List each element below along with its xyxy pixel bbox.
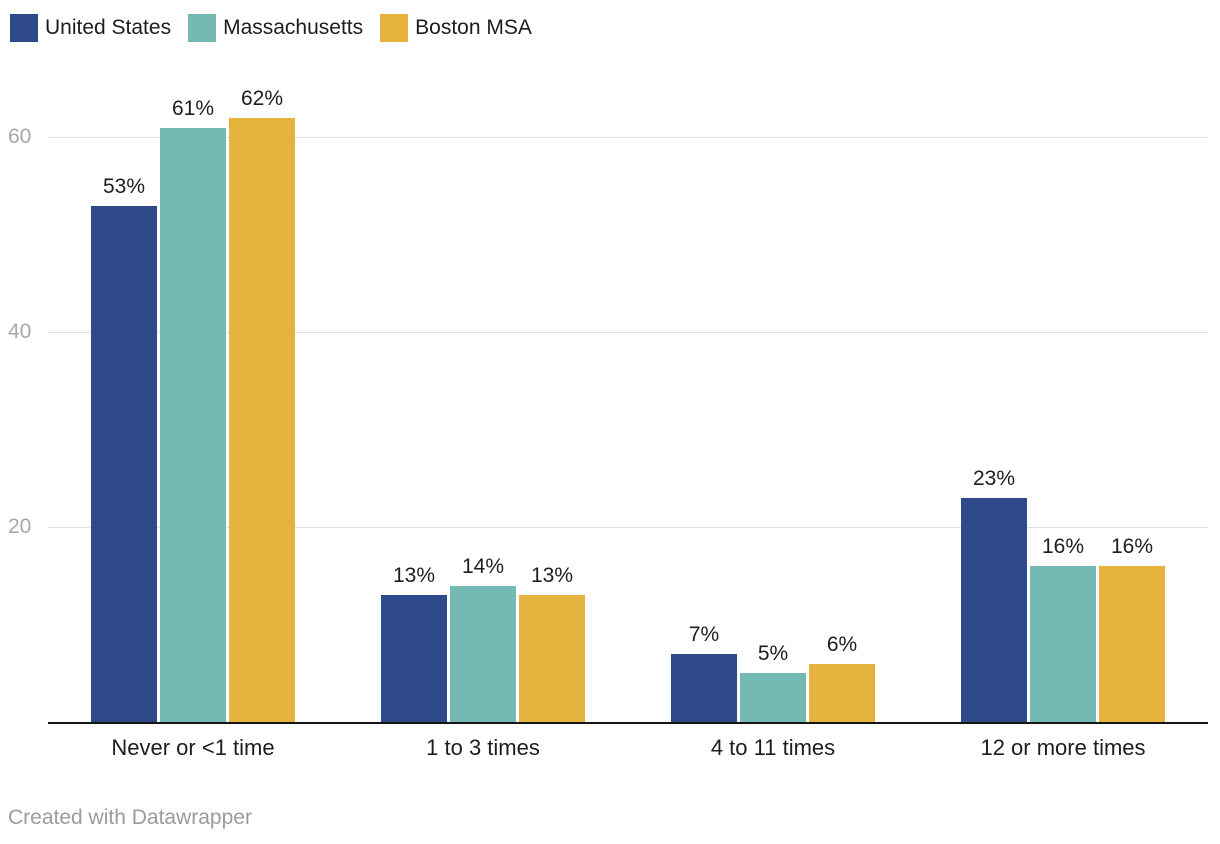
y-tick-label-60: 60 bbox=[8, 125, 32, 149]
bar-united-states: 7% bbox=[671, 623, 737, 722]
bar-value-label: 61% bbox=[171, 96, 215, 120]
bar-boston-msa: 16% bbox=[1099, 535, 1165, 722]
bar-boston-msa: 13% bbox=[519, 564, 585, 722]
bar-value-label: 13% bbox=[530, 564, 574, 588]
x-axis-category-labels: Never or <1 time 1 to 3 times 4 to 11 time… bbox=[48, 735, 1208, 761]
bar-united-states: 53% bbox=[91, 175, 157, 722]
plot-area: 20 40 60 53% 61% 62% 13% 14% 13% 7% 5% 6% 23% 16% 16% bbox=[0, 75, 1220, 722]
bar-groups: 53% 61% 62% 13% 14% 13% 7% 5% 6% 23% 16% 16% bbox=[48, 75, 1208, 722]
bar-united-states: 13% bbox=[381, 564, 447, 722]
bar-value-label: 16% bbox=[1041, 535, 1085, 559]
legend-label: Massachusetts bbox=[223, 16, 364, 39]
gridline-40 bbox=[48, 332, 1208, 334]
bar-boston-msa: 62% bbox=[229, 87, 295, 722]
bar-massachusetts: 5% bbox=[740, 642, 806, 722]
bar-value-label: 14% bbox=[461, 554, 505, 578]
bar-value-label: 62% bbox=[240, 86, 284, 110]
legend-item-united-states: United States bbox=[10, 14, 171, 42]
chart-legend: United States Massachusetts Boston MSA bbox=[10, 14, 532, 42]
bar-massachusetts: 14% bbox=[450, 555, 516, 722]
y-tick-label-40: 40 bbox=[8, 320, 32, 344]
y-tick-label-20: 20 bbox=[8, 515, 32, 539]
bar-group: 7% 5% 6% bbox=[628, 75, 918, 722]
legend-label: United States bbox=[45, 16, 172, 39]
bar-united-states: 23% bbox=[961, 467, 1027, 722]
legend-item-boston-msa: Boston MSA bbox=[380, 14, 532, 42]
bar-value-label: 5% bbox=[757, 642, 789, 666]
bar-value-label: 6% bbox=[826, 632, 858, 656]
category-label: 4 to 11 times bbox=[710, 735, 836, 760]
bar-value-label: 13% bbox=[392, 564, 436, 588]
bar-boston-msa: 6% bbox=[809, 633, 875, 722]
legend-label: Boston MSA bbox=[415, 16, 532, 39]
x-axis-line bbox=[48, 722, 1208, 724]
legend-swatch bbox=[380, 14, 409, 42]
bar-massachusetts: 16% bbox=[1030, 535, 1096, 722]
bar-group: 53% 61% 62% bbox=[48, 75, 338, 722]
datawrapper-credit: Created with Datawrapper bbox=[8, 806, 252, 829]
bar-massachusetts: 61% bbox=[160, 97, 226, 722]
category-label: Never or <1 time bbox=[111, 735, 275, 760]
bar-value-label: 53% bbox=[102, 174, 146, 198]
bar-group: 13% 14% 13% bbox=[338, 75, 628, 722]
legend-swatch bbox=[188, 14, 217, 42]
gridline-60 bbox=[48, 137, 1208, 139]
bar-group: 23% 16% 16% bbox=[918, 75, 1208, 722]
bar-value-label: 16% bbox=[1110, 535, 1154, 559]
bar-value-label: 23% bbox=[972, 466, 1016, 490]
category-label: 1 to 3 times bbox=[426, 735, 540, 760]
legend-item-massachusetts: Massachusetts bbox=[188, 14, 363, 42]
bar-value-label: 7% bbox=[688, 622, 720, 646]
category-label: 12 or more times bbox=[980, 735, 1146, 760]
gridline-20 bbox=[48, 527, 1208, 529]
legend-swatch bbox=[10, 14, 38, 42]
